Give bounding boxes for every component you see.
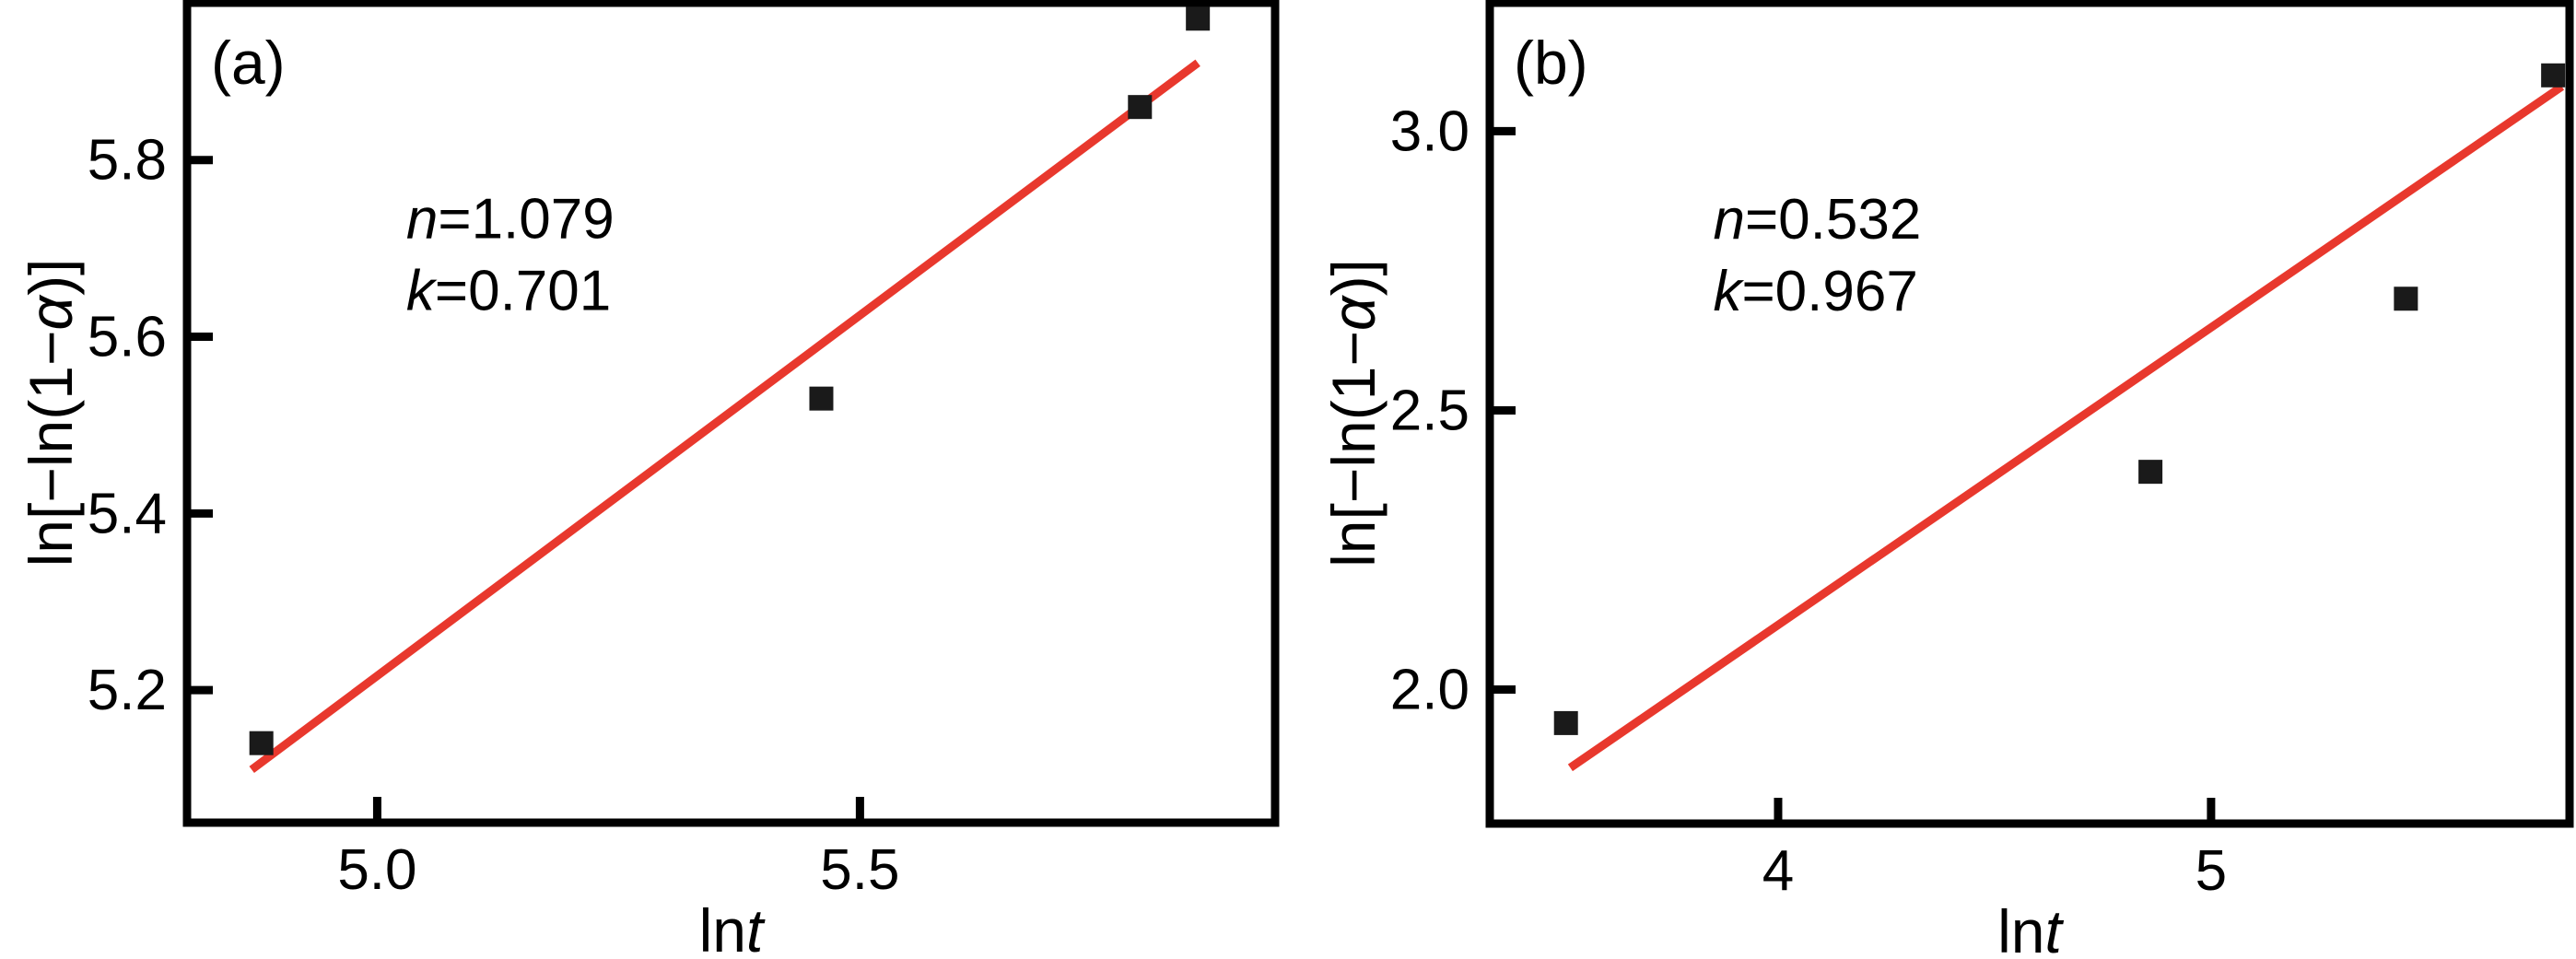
x-tick-label: 5 xyxy=(2195,839,2227,903)
text-part: =1.079 xyxy=(438,187,614,251)
data-point-marker xyxy=(809,386,834,411)
x-tick-label: 5.0 xyxy=(337,838,416,902)
y-tick-label: 2.5 xyxy=(1390,379,1469,442)
text-part: )] xyxy=(1319,259,1388,296)
text-part: n xyxy=(406,187,438,251)
text-part: k xyxy=(1713,260,1744,323)
data-point-marker xyxy=(2541,63,2566,88)
panel-label: (a) xyxy=(211,29,286,97)
fit-line xyxy=(249,59,1200,774)
fit-parameter-annotation: n=0.532 xyxy=(1713,188,1921,251)
x-axis-label: lnt xyxy=(1997,897,2064,959)
text-part: ln[−ln(1− xyxy=(17,331,85,567)
plot-frame xyxy=(182,0,1280,827)
text-part: =0.532 xyxy=(1745,188,1921,251)
y-tick-label: 3.0 xyxy=(1390,99,1469,163)
y-tick-label: 5.6 xyxy=(88,306,167,369)
y-tick-label: 5.4 xyxy=(88,482,167,545)
data-point-marker xyxy=(1553,710,1578,735)
text-part: =0.701 xyxy=(435,259,611,322)
fit-line xyxy=(1567,83,2565,772)
fit-parameter-annotation: k=0.701 xyxy=(406,259,611,322)
x-tick-label: 5.5 xyxy=(820,838,899,902)
text-part: t xyxy=(746,896,766,959)
text-part: t xyxy=(2045,897,2065,959)
panel-label: (b) xyxy=(1514,29,1588,97)
fit-parameter-annotation: k=0.967 xyxy=(1713,260,1917,323)
data-point-marker xyxy=(1128,95,1153,120)
x-axis-label: lnt xyxy=(699,896,766,959)
data-point-marker xyxy=(1186,6,1211,31)
y-tick-label: 2.0 xyxy=(1390,659,1469,722)
data-point-marker xyxy=(2138,460,2163,485)
y-tick-label: 5.2 xyxy=(88,659,167,722)
data-point-marker xyxy=(2394,287,2418,311)
y-axis-label: ln[−ln(1−α)] xyxy=(17,259,85,567)
y-tick-label: 5.8 xyxy=(88,129,167,193)
fit-parameter-annotation: n=1.079 xyxy=(406,187,615,251)
text-part: k xyxy=(406,259,438,322)
text-part: ln xyxy=(1997,897,2044,959)
text-part: α xyxy=(17,294,85,331)
plot-frame xyxy=(1485,0,2574,828)
text-part: α xyxy=(1319,294,1388,331)
y-axis-label: ln[−ln(1−α)] xyxy=(1319,259,1388,567)
text-part: n xyxy=(1713,188,1744,251)
x-tick-label: 4 xyxy=(1762,839,1794,903)
data-point-marker xyxy=(249,731,274,755)
text-part: =0.967 xyxy=(1741,260,1917,323)
text-part: ln[−ln(1− xyxy=(1319,331,1388,567)
panel-b: 4 53.02.52.0(b)n=0.532k=0.967lntln[−ln(1−… xyxy=(1319,0,2574,959)
text-part: )] xyxy=(17,259,85,296)
panel-a: 5.0 5.55.85.65.45.2(a)n=1.079k=0.701lntln… xyxy=(17,0,1280,959)
text-part: ln xyxy=(699,896,746,959)
